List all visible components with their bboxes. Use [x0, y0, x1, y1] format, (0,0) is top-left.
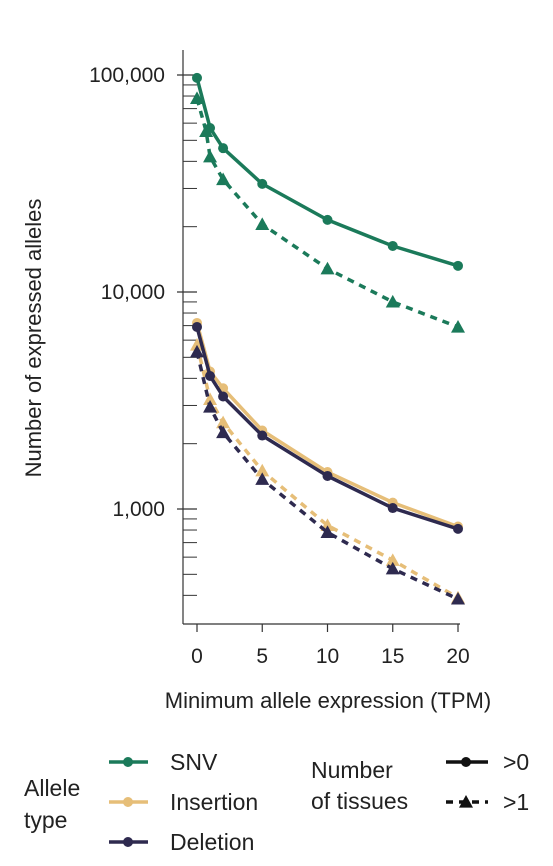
- series-insertion-gt1: [190, 337, 465, 604]
- data-point-triangle: [216, 415, 231, 429]
- legend-label: Deletion: [170, 829, 254, 855]
- x-tick-label: 10: [316, 645, 339, 668]
- x-axis-title: Minimum allele expression (TPM): [165, 688, 491, 713]
- legend-swatch-marker: [123, 757, 133, 767]
- axes: 1,000 10,000 100,000 0 5 10 15 20 Minimum allele…: [21, 50, 491, 713]
- data-point-circle: [205, 122, 216, 133]
- y-tick-label: 1,000: [112, 498, 165, 521]
- series-snv-gt1: [190, 91, 465, 333]
- series-line: [195, 326, 459, 531]
- data-point-circle: [387, 503, 398, 514]
- y-axis-title: Number of expressed alleles: [21, 199, 46, 478]
- legend-label: Insertion: [170, 789, 258, 815]
- series-snv-gt0: [192, 72, 463, 271]
- legend-allele-title: type: [24, 807, 67, 833]
- legend-allele-title: Allele: [24, 775, 80, 801]
- data-point-triangle: [320, 261, 335, 275]
- data-point-circle: [387, 240, 398, 251]
- y-tick-label: 100,000: [89, 64, 165, 87]
- data-point-triangle: [216, 425, 231, 439]
- data-point-triangle: [190, 337, 204, 351]
- data-point-triangle: [203, 400, 218, 413]
- data-point-triangle: [385, 553, 400, 566]
- x-tick-label: 0: [191, 645, 203, 668]
- data-point-triangle: [203, 392, 218, 405]
- data-point-circle: [205, 371, 216, 382]
- data-point-triangle: [190, 344, 204, 358]
- legend-tissue-marker: [461, 757, 471, 767]
- series-deletion-gt1: [190, 344, 465, 605]
- data-point-circle: [453, 523, 463, 534]
- legend-tissue-label: >1: [503, 789, 529, 815]
- legend-tissue-title: Number: [311, 757, 393, 783]
- data-point-triangle: [385, 561, 400, 575]
- data-point-triangle: [451, 591, 465, 605]
- legend-swatch-marker: [123, 837, 133, 847]
- legend-tissue-title: of tissues: [311, 788, 408, 814]
- data-point-triangle: [203, 149, 218, 163]
- series-line: [195, 322, 459, 529]
- data-point-triangle: [216, 172, 231, 186]
- data-point-circle: [257, 430, 268, 441]
- x-tick-label: 20: [446, 645, 469, 668]
- legend-tissue-label: >0: [503, 749, 529, 775]
- data-point-circle: [453, 260, 463, 271]
- data-point-triangle: [255, 217, 270, 230]
- series-group: [190, 72, 465, 605]
- x-tick-label: 5: [256, 645, 268, 668]
- data-point-triangle: [255, 472, 270, 485]
- series-insertion-gt0: [192, 317, 463, 532]
- data-point-circle: [322, 470, 333, 481]
- y-tick-label: 10,000: [101, 281, 165, 304]
- data-point-triangle: [190, 91, 204, 105]
- series-line: [195, 77, 459, 268]
- x-tick-label: 15: [381, 645, 404, 668]
- data-point-triangle: [320, 525, 335, 539]
- data-point-circle: [257, 178, 268, 189]
- data-point-triangle: [255, 463, 270, 477]
- legend-swatch-marker: [123, 797, 133, 807]
- data-point-circle: [192, 321, 202, 332]
- data-point-triangle: [451, 319, 465, 333]
- series-deletion-gt0: [192, 321, 463, 534]
- data-point-triangle: [385, 294, 400, 308]
- series-line: [195, 97, 459, 329]
- data-point-circle: [218, 391, 229, 402]
- data-point-circle: [218, 143, 229, 154]
- data-point-circle: [322, 214, 333, 225]
- legend-tissue-marker: [459, 795, 473, 808]
- data-point-circle: [192, 72, 202, 83]
- legend: Allele type SNV Insertion Deletion Number of t…: [24, 749, 529, 855]
- legend-label: SNV: [170, 749, 218, 775]
